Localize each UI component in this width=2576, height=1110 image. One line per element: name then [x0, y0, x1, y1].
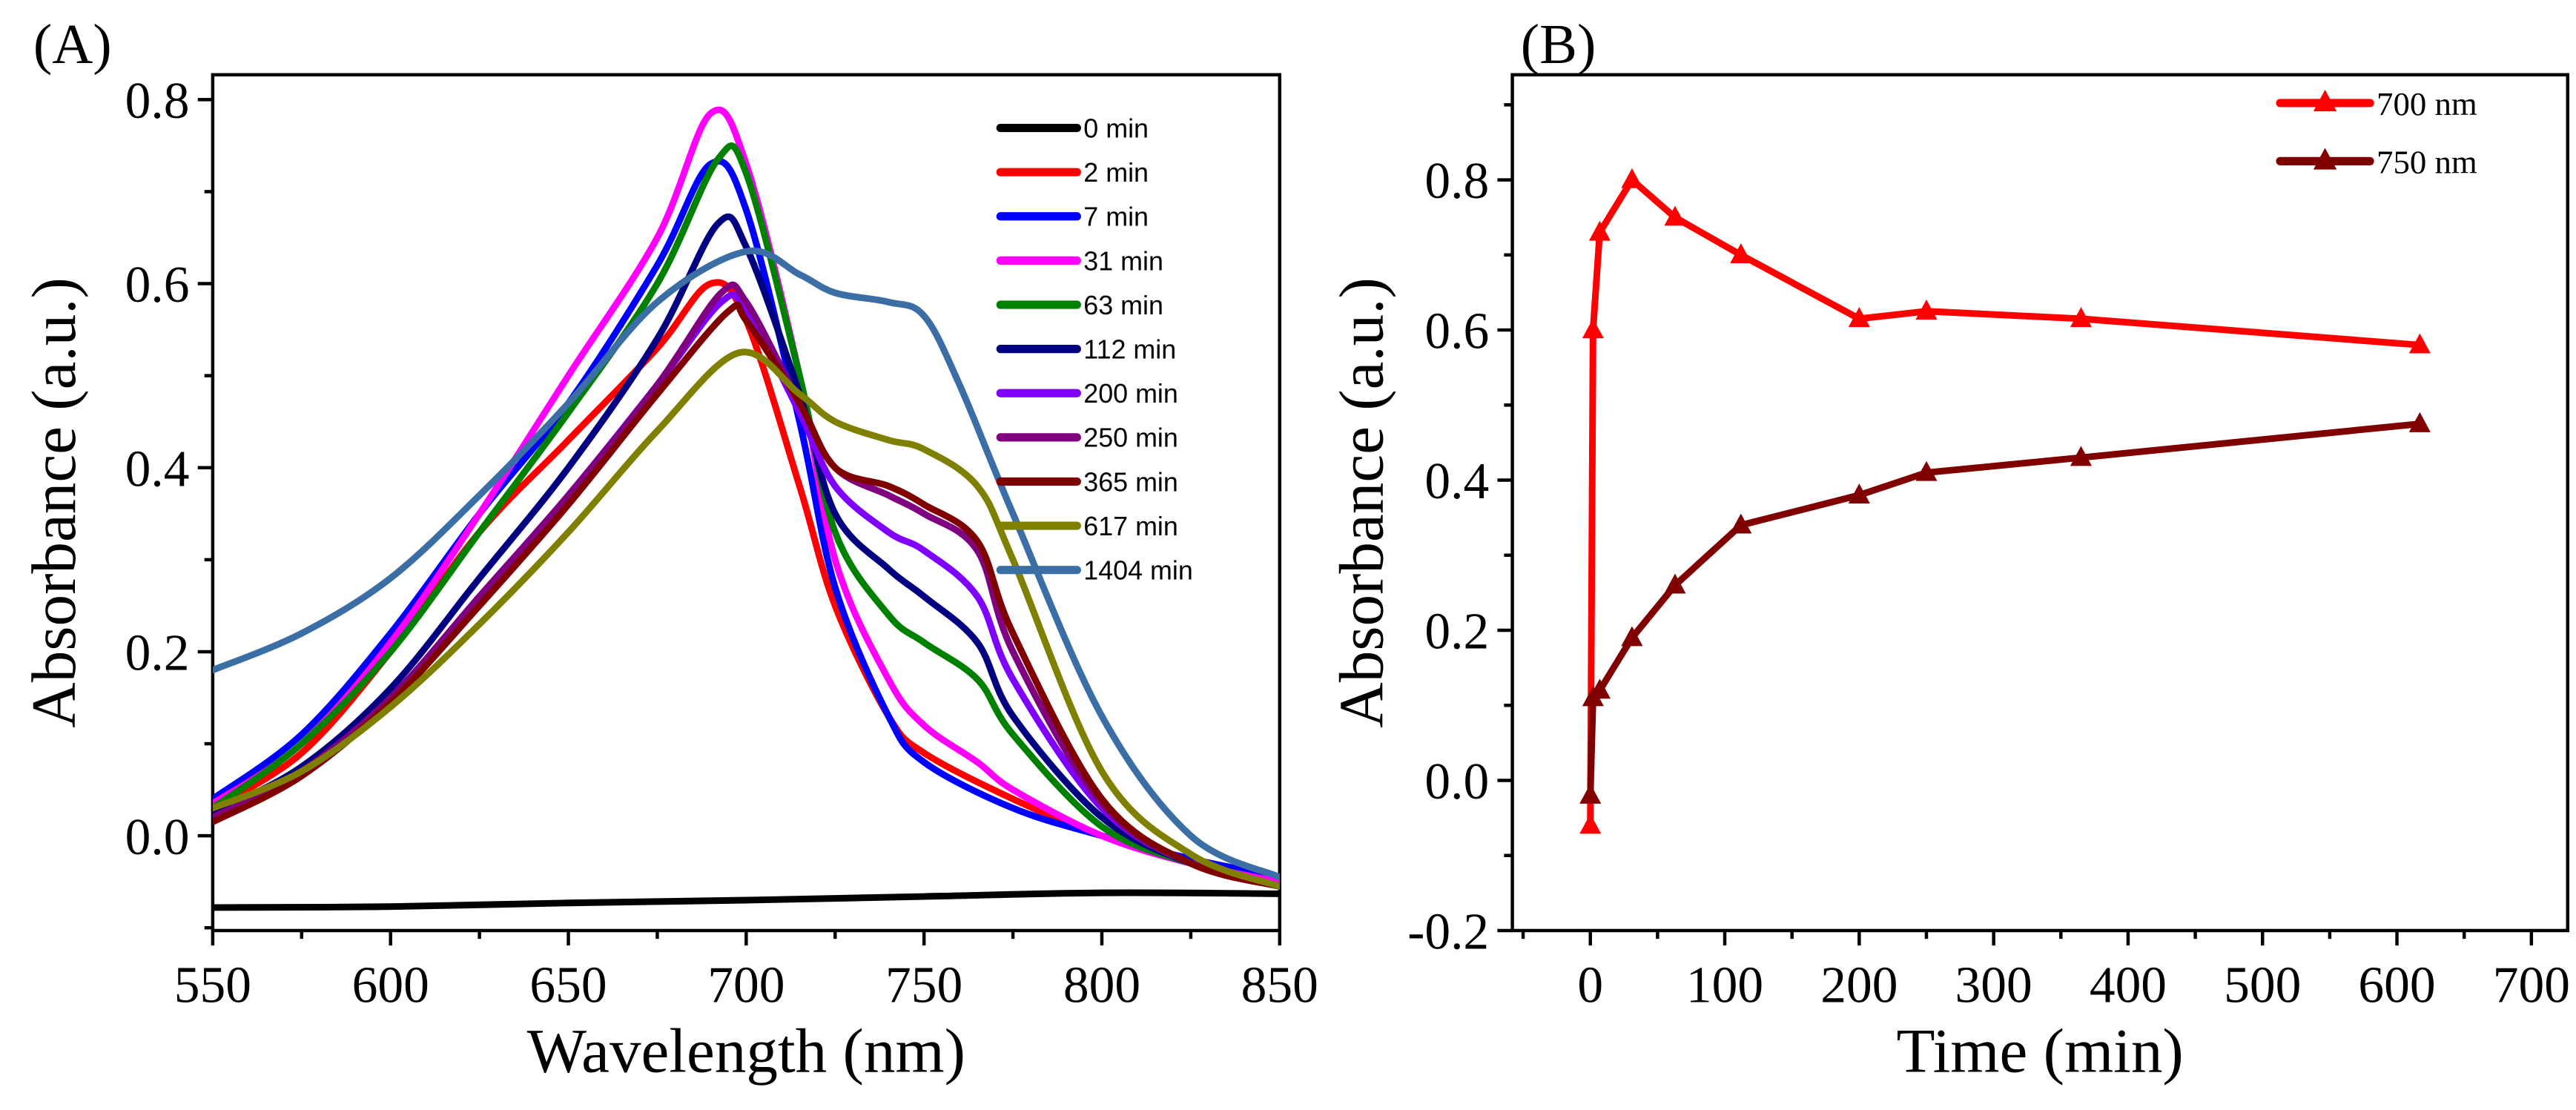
legend-label: 7 min [1083, 202, 1149, 232]
x-tick-label: 600 [352, 957, 429, 1014]
x-tick-label: 200 [1820, 957, 1898, 1014]
series-line-617-min [212, 348, 1280, 890]
legend-label: 112 min [1083, 335, 1176, 365]
y-tick-label: 0.6 [1424, 303, 1489, 360]
y-tick-label: 0.6 [125, 257, 190, 314]
x-tick-label: 600 [2358, 957, 2435, 1014]
data-point-marker [1915, 460, 1938, 481]
x-tick-label: 300 [1955, 957, 2032, 1014]
data-point-marker [2070, 446, 2093, 466]
x-tick-label: 100 [1686, 957, 1763, 1014]
legend-label: 1404 min [1083, 556, 1192, 586]
x-tick-label: 0 [1577, 957, 1603, 1014]
series-line-63-min [212, 142, 1280, 890]
plot-area [1579, 168, 2431, 834]
x-tick-label: 550 [174, 957, 251, 1014]
y-tick-label: 0.0 [125, 809, 190, 866]
series-line-750-nm [1587, 420, 2423, 799]
legend-label: 0 min [1083, 113, 1149, 143]
data-point-marker [1582, 318, 1604, 339]
x-axis-label: Time (min) [1897, 1016, 2184, 1086]
legend-label: 365 min [1083, 467, 1178, 497]
legend-label: 63 min [1083, 291, 1163, 320]
data-point-marker [1848, 307, 1870, 328]
data-point-marker [1579, 784, 1602, 804]
x-axis-label: Wavelength (nm) [527, 1016, 965, 1086]
data-point-marker [1730, 243, 1752, 264]
data-point-marker [1621, 626, 1643, 647]
legend-label: 2 min [1083, 158, 1149, 188]
x-tick-label: 700 [2493, 957, 2570, 1014]
y-tick-label: 0.0 [1424, 753, 1489, 810]
data-point-marker [2408, 412, 2431, 432]
legend-label: 31 min [1083, 246, 1163, 276]
y-axis-label: Absorbance (a.u.) [19, 277, 89, 728]
data-point-marker [2408, 333, 2431, 354]
data-point-marker [1621, 168, 1643, 188]
x-tick-label: 850 [1241, 957, 1318, 1014]
y-tick-label: -0.2 [1407, 904, 1489, 961]
x-tick-label: 800 [1063, 957, 1140, 1014]
series-line-1404-min [212, 247, 1280, 881]
data-point-marker [1588, 678, 1611, 699]
data-point-marker [1730, 513, 1752, 534]
data-point-marker [1579, 813, 1602, 834]
panel-a: (A) 550 600 650 700 750 800 850 0.0 0.2 0.4 0.6 0.8 W… [19, 13, 1318, 1086]
y-tick-label: 0.8 [1424, 153, 1489, 210]
y-tick-label: 0.4 [125, 440, 190, 498]
data-point-marker [1664, 573, 1686, 594]
y-tick-label: 0.8 [125, 73, 190, 130]
legend-marker [2313, 148, 2337, 170]
data-point-marker [1588, 220, 1611, 241]
x-tick-label: 750 [885, 957, 962, 1014]
legend-label: 617 min [1083, 512, 1178, 541]
series-line-7-min [212, 157, 1280, 881]
panel-label: (A) [33, 13, 112, 76]
y-tick-label: 0.2 [125, 625, 190, 682]
legend-marker [2313, 90, 2337, 112]
panel-b: (B) 0 100 200 300 400 500 600 700 -0.2 0.0 0.2 0.4 0.… [1327, 13, 2570, 1086]
series-line-700-nm [1587, 176, 2423, 829]
x-tick-label: 500 [2224, 957, 2301, 1014]
legend-label: 700 nm [2377, 85, 2477, 122]
x-tick-label: 700 [707, 957, 785, 1014]
data-point-marker [2070, 307, 2093, 328]
y-axis-label: Absorbance (a.u.) [1327, 277, 1397, 728]
x-tick-label: 400 [2090, 957, 2167, 1014]
plot-frame [1510, 73, 2570, 933]
legend-label: 750 nm [2377, 144, 2477, 181]
data-point-marker [1664, 205, 1686, 226]
legend-label: 250 min [1083, 423, 1178, 453]
series-line-0-min [212, 889, 1280, 911]
series-line-112-min [212, 213, 1280, 890]
data-point-marker [1915, 300, 1938, 320]
plot-area [212, 106, 1280, 911]
panel-label: (B) [1521, 13, 1596, 76]
legend-label: 200 min [1083, 379, 1178, 409]
data-point-marker [1848, 483, 1870, 503]
y-tick-label: 0.4 [1424, 453, 1489, 510]
y-tick-label: 0.2 [1424, 604, 1489, 661]
x-tick-label: 650 [529, 957, 607, 1014]
